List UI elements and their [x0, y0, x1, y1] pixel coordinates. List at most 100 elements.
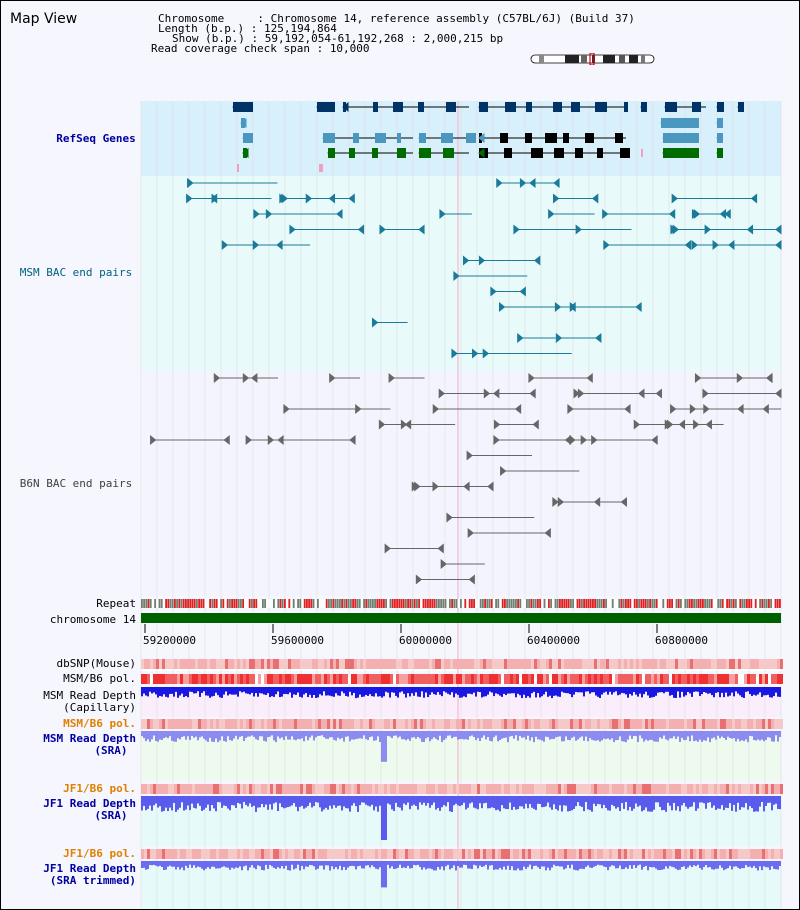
- msm-pol-cell: [594, 674, 597, 684]
- jf1-pol-cell: [276, 784, 279, 794]
- msm-sra-depth-bar: [405, 731, 407, 741]
- msm-pol-cell: [579, 674, 582, 684]
- jf1-sra-depth-bar: [479, 796, 481, 804]
- jf1-pol2-cell: [750, 849, 753, 859]
- jf1-trim-depth-bar: [221, 861, 223, 868]
- repeat-element: [152, 599, 154, 608]
- msm-sra-depth-bar: [521, 731, 523, 738]
- msm-bac-pair-end: [553, 177, 560, 189]
- msm-cap-depth-bar: [371, 687, 373, 697]
- msm-cap-depth-bar: [265, 687, 267, 696]
- jf1-pol-cell: [249, 784, 252, 794]
- jf1-trim-depth-bar: [405, 861, 407, 869]
- dbsnp-cell: [618, 659, 621, 669]
- jf1-sra-depth-bar: [437, 796, 439, 808]
- msm-pol2-cell: [312, 719, 315, 729]
- jf1-trim-depth-bar: [311, 861, 313, 866]
- repeat-element: [746, 599, 748, 608]
- msm-pol2-cell: [630, 719, 633, 729]
- repeat-element: [288, 599, 291, 608]
- msm-sra-depth-bar: [467, 731, 469, 740]
- jf1-sra-depth-bar: [743, 796, 745, 808]
- msm-pol2-cell: [441, 719, 444, 729]
- msm-cap-depth-bar: [233, 687, 235, 695]
- label-msm-pol-2: MSM/B6 pol.: [63, 717, 136, 730]
- jf1-sra-depth-bar: [661, 796, 663, 811]
- msm-pol-cell: [240, 674, 243, 684]
- msm-pol-cell: [552, 674, 555, 684]
- jf1-trim-depth-bar: [347, 861, 349, 868]
- msm-cap-depth-bar: [737, 687, 739, 694]
- repeat-element: [761, 599, 764, 608]
- msm-sra-depth-bar: [685, 731, 687, 740]
- msm-cap-depth-bar: [461, 687, 463, 698]
- repeat-element: [677, 599, 680, 608]
- msm-bac-pair-end: [519, 286, 526, 297]
- jf1-sra-depth-bar: [175, 796, 177, 812]
- repeat-element: [704, 599, 706, 608]
- repeat-element: [229, 599, 231, 608]
- dbsnp-cell: [180, 659, 183, 669]
- jf1-pol2-cell: [762, 849, 765, 859]
- jf1-pol-cell: [399, 784, 402, 794]
- dbsnp-cell: [768, 659, 771, 669]
- msm-sra-depth-bar: [273, 731, 275, 741]
- msm-pol-cell: [693, 674, 696, 684]
- msm-cap-depth-bar: [569, 687, 571, 695]
- msm-pol-cell: [618, 674, 621, 684]
- msm-pol-cell: [681, 674, 684, 684]
- jf1-sra-depth-bar: [301, 796, 303, 806]
- repeat-element: [550, 599, 552, 608]
- chromosome-ideogram[interactable]: [529, 53, 657, 65]
- msm-pol-cell: [234, 674, 237, 684]
- jf1-sra-depth-bar: [523, 796, 525, 809]
- jf1-pol2-cell: [255, 849, 258, 859]
- msm-cap-depth-bar: [369, 687, 371, 695]
- b6n-bac-pair-end: [468, 574, 475, 585]
- msm-cap-depth-bar: [195, 687, 197, 694]
- jf1-pol-cell: [183, 784, 186, 794]
- jf1-trim-depth-bar: [307, 861, 309, 867]
- jf1-pol-cell: [306, 784, 309, 794]
- jf1-pol2-cell: [162, 849, 165, 859]
- jf1-pol2-cell: [633, 849, 636, 859]
- jf1-sra-depth-bar: [587, 796, 589, 810]
- jf1-trim-depth-bar: [333, 861, 335, 870]
- jf1-trim-depth-bar: [241, 861, 243, 871]
- msm-pol2-cell: [525, 719, 528, 729]
- msm-sra-depth-bar: [503, 731, 505, 738]
- b6n-bac-pair-end: [529, 388, 536, 399]
- msm-cap-depth-bar: [339, 687, 341, 696]
- dbsnp-cell: [627, 659, 630, 669]
- msm-sra-depth-bar: [565, 731, 567, 737]
- msm-sra-depth-bar: [325, 731, 327, 739]
- jf1-sra-depth-bar: [461, 796, 463, 806]
- jf1-sra-depth-bar: [211, 796, 213, 806]
- msm-cap-depth-bar: [275, 687, 277, 695]
- jf1-pol2-cell: [327, 849, 330, 859]
- msm-pol-cell: [207, 674, 210, 684]
- jf1-trim-depth-bar: [771, 861, 773, 867]
- repeat-element: [165, 599, 167, 608]
- jf1-pol2-cell: [396, 849, 399, 859]
- msm-pol2-cell: [558, 719, 561, 729]
- dbsnp-cell: [366, 659, 369, 669]
- msm-sra-depth-bar: [141, 731, 143, 737]
- msm-cap-depth-bar: [149, 687, 151, 692]
- msm-cap-depth-bar: [691, 687, 693, 697]
- msm-pol-cell: [510, 674, 513, 684]
- jf1-pol-cell: [159, 784, 162, 794]
- jf1-trim-depth-bar: [483, 861, 485, 867]
- jf1-trim-depth-bar: [225, 861, 227, 868]
- jf1-sra-depth-bar: [167, 796, 169, 812]
- msm-pol-cell: [567, 674, 570, 684]
- msm-sra-depth-bar: [667, 731, 669, 741]
- msm-cap-depth-bar: [641, 687, 643, 698]
- jf1-trim-depth-bar: [367, 861, 369, 866]
- jf1-pol2-cell: [654, 849, 657, 859]
- repeat-element: [332, 599, 335, 608]
- msm-cap-depth-bar: [457, 687, 459, 695]
- msm-cap-depth-bar: [263, 687, 265, 695]
- msm-sra-depth-bar: [513, 731, 515, 739]
